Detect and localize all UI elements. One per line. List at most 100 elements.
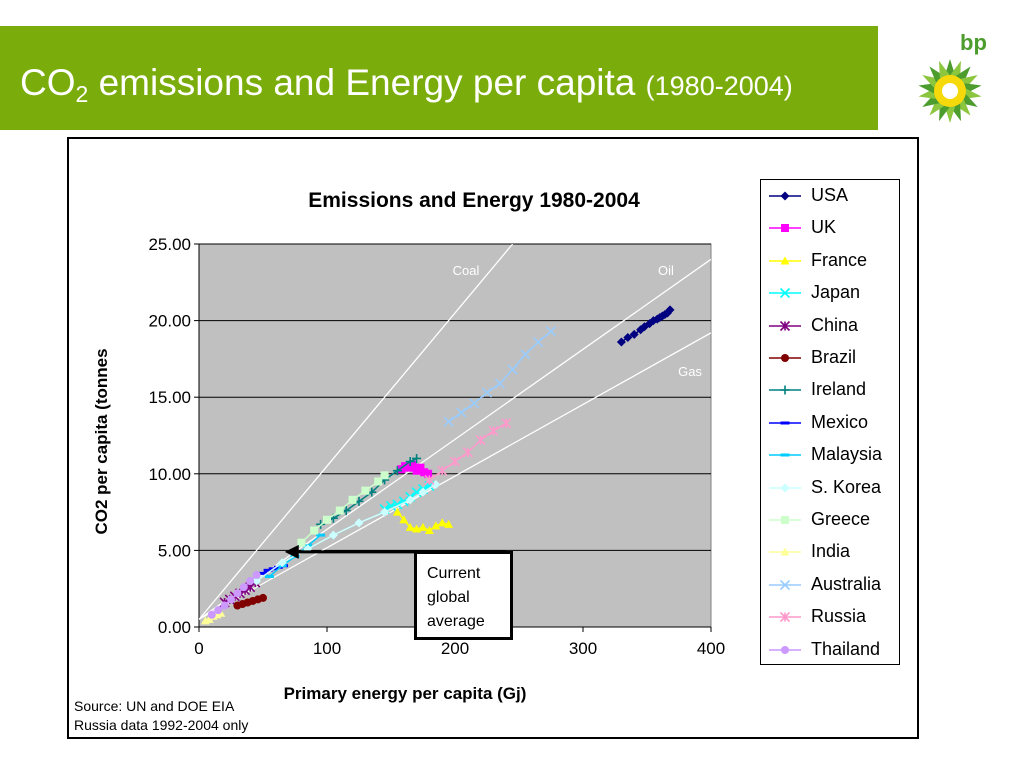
legend-item-russia: Russia [761,601,899,633]
x-tick-label: 300 [569,639,597,658]
legend-item-malaysia: Malaysia [761,439,899,471]
legend-item-france: France [761,245,899,277]
x-tick-label: 0 [194,639,203,658]
point-thailand [246,577,255,586]
title-rest: emissions and Energy per capita [88,62,646,103]
legend-label: Ireland [811,379,867,400]
legend-marker [779,579,791,590]
reference-label-oil: Oil [658,263,674,278]
point-france [431,521,441,530]
point-australia [481,387,493,398]
point-australia [533,336,544,348]
point-mexico [273,565,283,569]
title-years: (1980-2004) [645,71,793,101]
legend-item-india: India [761,536,899,568]
point-japan [385,500,397,512]
point-greece [297,538,306,547]
legend-item-brazil: Brazil [761,342,899,374]
point-thailand [214,606,223,615]
point-s-korea [277,558,287,568]
point-s-korea [431,480,441,490]
point-s-korea [252,576,262,586]
legend-marker [779,320,791,331]
series-greece [297,471,389,547]
legend-label: Russia [811,606,867,627]
legend-marker [780,385,790,395]
series-usa [616,305,675,347]
source-line-2: Russia data 1992-2004 only [74,717,249,733]
point-greece [374,477,383,486]
point-australia [520,349,531,360]
legend-item-australia: Australia [761,569,899,601]
x-axis-label: Primary energy per capita (Gj) [284,684,527,703]
legend-marker [781,354,789,362]
legend-label: USA [811,185,849,205]
y-axis-label: CO2 per capita (tonnes [92,348,111,534]
point-mexico [258,571,268,575]
legend-label: Brazil [811,347,857,367]
point-thailand [233,589,242,598]
legend-swatch-greece [769,516,801,524]
point-usa [629,329,639,339]
legend-label: France [811,249,868,270]
legend-swatch-india [769,547,801,556]
series-s-korea [252,480,441,586]
point-france [399,515,409,524]
legend-marker [780,483,790,493]
title-main: CO [20,62,76,103]
reference-line-coal [199,244,514,620]
point-ireland [412,453,422,463]
legend-marker [779,612,791,623]
legend-marker [780,453,790,457]
legend-label: Mexico [811,411,869,432]
source-note: Source: UN and DOE EIA Russia data 1992-… [74,697,248,735]
legend-item-s-korea: S. Korea [761,472,899,504]
point-s-korea [354,518,364,528]
point-uk [424,469,433,478]
point-japan [411,487,422,498]
legend-label: China [811,314,859,335]
title-bar: CO2 emissions and Energy per capita (198… [0,26,878,130]
point-russia [449,456,461,467]
legend-item-uk: UK [761,212,899,244]
legend-marker [781,516,789,524]
point-australia [494,378,505,389]
legend-label: Japan [811,282,861,303]
point-thailand [252,570,261,579]
y-tick-label: 20.00 [148,312,191,331]
series-brazil [233,593,267,610]
legend-marker [780,547,790,556]
point-s-korea [380,507,390,517]
reference-label-coal: Coal [453,263,480,278]
series-australia [443,326,557,427]
point-australia [469,398,480,409]
callout-line-2: global [427,589,470,606]
legend-swatch-brazil [769,354,801,362]
legend-item-japan: Japan [761,277,899,309]
point-russia [462,447,473,458]
legend-item-thailand: Thailand [761,634,899,666]
point-s-korea [328,530,338,540]
point-greece [323,515,331,524]
point-ireland [392,466,402,476]
legend-label: India [811,541,851,562]
legend-label: UK [811,217,837,238]
legend-swatch-japan [769,288,801,299]
point-usa [636,325,646,335]
series-thailand [207,570,261,619]
point-thailand [227,595,235,604]
y-tick-label: 0.00 [158,618,191,637]
x-tick-label: 100 [313,639,341,658]
point-greece [361,486,370,495]
point-australia [545,326,557,337]
point-france [405,522,415,531]
y-tick-label: 15.00 [148,388,191,407]
legend-label: S. Korea [811,476,882,497]
source-line-1: Source: UN and DOE EIA [74,698,235,714]
point-france [437,518,447,527]
point-russia [501,418,512,429]
point-russia [424,474,435,485]
legend-swatch-france [769,256,801,265]
chart-title: Emissions and Energy 1980-2004 [308,189,640,212]
legend-item-ireland: Ireland [761,374,899,406]
